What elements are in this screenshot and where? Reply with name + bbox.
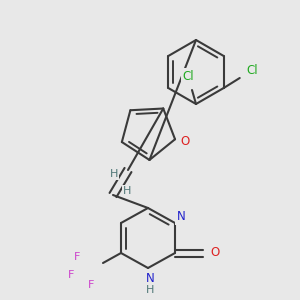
Text: F: F — [68, 270, 74, 280]
Text: H: H — [146, 285, 154, 295]
Text: O: O — [210, 247, 220, 260]
Text: N: N — [177, 211, 185, 224]
Text: F: F — [74, 252, 80, 262]
Text: Cl: Cl — [182, 70, 194, 83]
Text: O: O — [180, 135, 190, 148]
Text: Cl: Cl — [246, 64, 257, 76]
Text: F: F — [88, 280, 94, 290]
Text: H: H — [110, 169, 118, 179]
Text: N: N — [146, 272, 154, 284]
Text: H: H — [123, 186, 131, 196]
